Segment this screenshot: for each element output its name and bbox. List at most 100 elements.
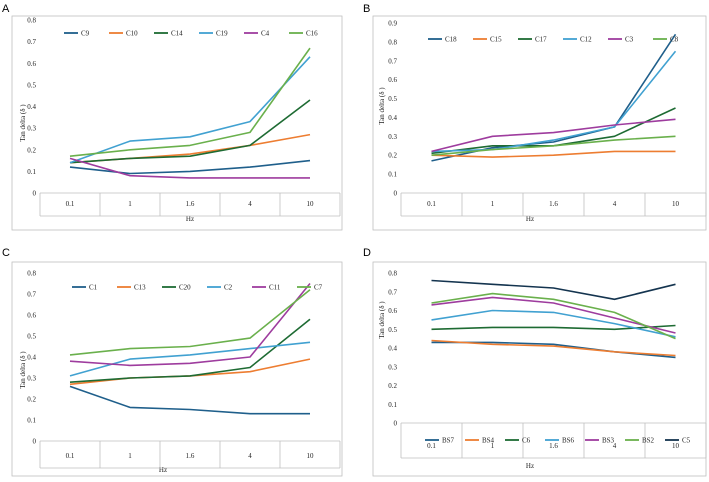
x-axis-label: Hz xyxy=(526,215,534,223)
legend-entry: C11 xyxy=(269,284,281,292)
series-line-bs3 xyxy=(431,296,676,334)
x-tick-label: 1 xyxy=(128,200,132,208)
x-tick-label: 0.1 xyxy=(427,442,436,450)
legend: C9 C10 C14 C19 C4 C16 xyxy=(64,30,318,38)
y-tick-label: 0.5 xyxy=(388,95,397,103)
y-tick-label: 0.8 xyxy=(388,38,397,46)
legend-entry: BS2 xyxy=(642,437,655,445)
x-tick-label: 1 xyxy=(128,452,132,460)
legend-entry: C13 xyxy=(134,284,146,292)
y-tick-label: 0.8 xyxy=(27,270,36,278)
series-line-bs7 xyxy=(431,341,676,359)
legend: C1 C13 C20 C2 C11 C7 xyxy=(72,284,323,292)
legend-entry: BS7 xyxy=(442,437,455,445)
y-tick-label: 0.1 xyxy=(27,168,36,176)
series-line-c14 xyxy=(69,99,311,164)
y-tick-label: 0.9 xyxy=(388,20,397,28)
panel-d: D Tan delta (δ ) Hz 0 0.1 0.2 0.3 0.4 0.5 0.6 0… xyxy=(363,247,707,477)
y-tick-label: 0.2 xyxy=(27,146,36,154)
legend-entry: C17 xyxy=(535,36,547,44)
panel-letter: A xyxy=(2,3,10,15)
y-tick-label: 0.4 xyxy=(388,114,397,122)
x-tick-label: 10 xyxy=(307,200,315,208)
y-tick-label: 0.1 xyxy=(388,171,397,179)
y-tick-label: 0.6 xyxy=(388,76,397,84)
y-tick-label: 0.2 xyxy=(388,152,397,160)
legend-entry: C14 xyxy=(171,30,183,38)
x-tick-label: 4 xyxy=(248,452,252,460)
legend: C18 C15 C17 C12 C3 C8 xyxy=(428,36,679,44)
legend-entry: C6 xyxy=(522,437,531,445)
y-tick-label: 0 xyxy=(33,190,37,198)
series-line-c10 xyxy=(69,133,311,164)
y-tick-label: 0.3 xyxy=(388,363,397,371)
x-tick-label: 1.6 xyxy=(549,200,558,208)
x-tick-label: 4 xyxy=(248,200,252,208)
y-tick-label: 0.7 xyxy=(27,291,36,299)
series-line-c8 xyxy=(431,135,676,156)
y-tick-label: 0.1 xyxy=(388,401,397,409)
series-line-bs6 xyxy=(431,309,676,338)
y-tick-label: 0.7 xyxy=(388,288,397,296)
series-line-c5 xyxy=(431,279,676,301)
y-tick-label: 0 xyxy=(394,190,398,198)
legend-entry: C3 xyxy=(625,36,634,44)
series-line-c20 xyxy=(69,318,311,383)
x-tick-label: 0.1 xyxy=(427,200,436,208)
y-tick-label: 0.5 xyxy=(27,333,36,341)
y-tick-label: 0.3 xyxy=(27,375,36,383)
y-tick-label: 0.4 xyxy=(388,345,397,353)
legend-entry: C12 xyxy=(580,36,592,44)
y-tick-label: 0.1 xyxy=(27,417,36,425)
legend-entry: BS6 xyxy=(562,437,575,445)
chart-frame xyxy=(11,261,343,477)
x-tick-label: 10 xyxy=(672,442,680,450)
series-line-c12 xyxy=(431,50,677,153)
x-axis-label: Hz xyxy=(159,466,167,474)
y-tick-label: 0.3 xyxy=(388,133,397,141)
panel-c: C Tan delta (δ ) Hz 0 0.1 0.2 0.3 0.4 0.5 0.6 0… xyxy=(2,247,343,477)
y-tick-label: 0.4 xyxy=(27,103,36,111)
x-tick-label: 1.6 xyxy=(549,442,558,450)
y-tick-label: 0 xyxy=(33,438,37,446)
series-line-c3 xyxy=(431,118,676,153)
x-tick-label: 0.1 xyxy=(66,452,75,460)
legend-entry: C5 xyxy=(682,437,691,445)
panel-a: A Tan delta (δ ) Hz 0 0.1 0.2 0.3 0.4 0.5 0.6 0… xyxy=(2,3,343,231)
panel-letter: D xyxy=(363,247,371,259)
legend-entry: BS4 xyxy=(482,437,495,445)
legend-entry: C10 xyxy=(126,30,138,38)
legend-entry: BS3 xyxy=(602,437,615,445)
y-tick-label: 0.3 xyxy=(27,125,36,133)
legend-entry: C18 xyxy=(445,36,457,44)
y-tick-label: 0.5 xyxy=(388,326,397,334)
x-tick-label: 1.6 xyxy=(186,452,195,460)
y-tick-label: 0.2 xyxy=(27,396,36,404)
series-line-c4 xyxy=(69,157,310,179)
chart-frame xyxy=(372,15,707,231)
legend-entry: C7 xyxy=(314,284,323,292)
legend-entry: C9 xyxy=(81,30,90,38)
series-line-c9 xyxy=(69,159,311,175)
y-axis-label: Tan delta (δ ) xyxy=(378,87,386,125)
y-tick-label: 0.4 xyxy=(27,354,36,362)
y-tick-label: 0.8 xyxy=(388,270,397,278)
y-tick-label: 0.8 xyxy=(27,17,36,25)
x-tick-label: 0.1 xyxy=(66,200,75,208)
x-tick-label: 1 xyxy=(491,200,495,208)
panel-letter: C xyxy=(2,247,10,259)
x-tick-label: 1.6 xyxy=(186,200,195,208)
legend-entry: C2 xyxy=(224,284,233,292)
y-axis-label: Tan delta (δ ) xyxy=(19,104,27,142)
y-tick-label: 0.2 xyxy=(388,382,397,390)
series-line-c19 xyxy=(69,56,311,164)
legend-entry: C1 xyxy=(89,284,98,292)
series-line-bs4 xyxy=(431,339,676,357)
panel-b: B Tan delta (δ ) Hz 0 0.1 0.2 0.3 0.4 0.5 0.6 0… xyxy=(363,3,707,231)
series-line-c11 xyxy=(69,282,311,367)
series-line-c15 xyxy=(431,150,676,158)
y-tick-label: 0.6 xyxy=(27,312,36,320)
series-line-c16 xyxy=(69,47,311,157)
panel-letter: B xyxy=(363,3,370,15)
legend: BS7 BS4 C6 BS6 BS3 BS2 C5 xyxy=(425,437,691,445)
